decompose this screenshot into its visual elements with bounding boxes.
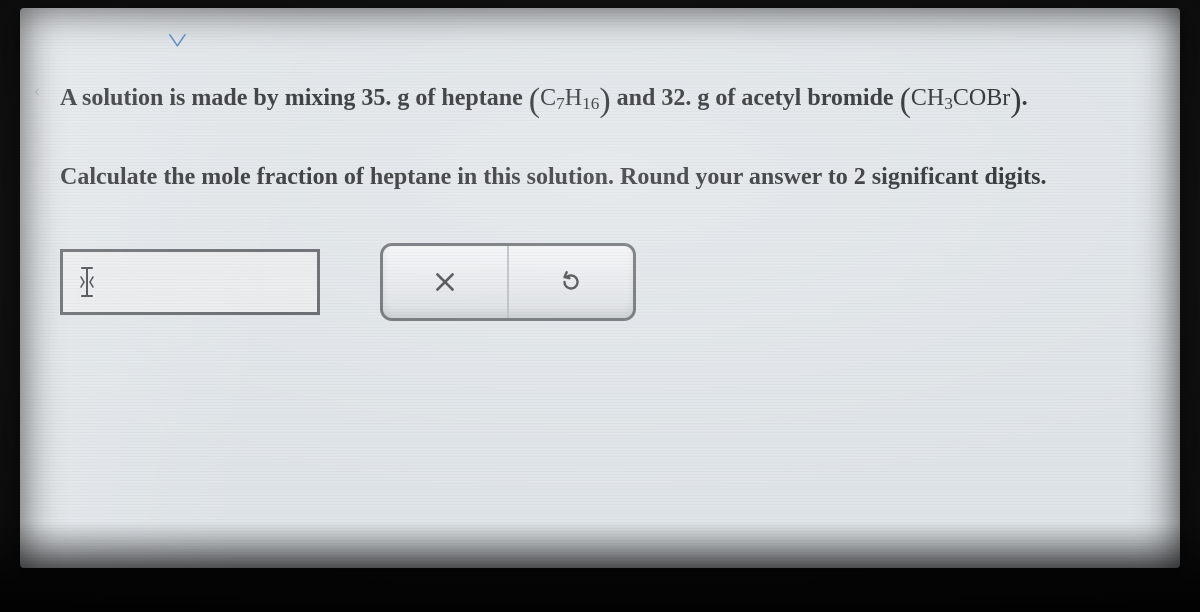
photo-frame: ˅ ‹ A solution is made by mixing 35. g o… [0,0,1200,612]
text: of [409,85,441,111]
mass-2: 32. [661,85,691,111]
sub: 16 [582,94,599,113]
heptane-formula: (C7H16) [529,85,611,111]
button-group [380,243,636,321]
COBr: COBr [953,85,1010,111]
mass-1: 35. [361,85,391,111]
left-paren: ( [529,82,540,119]
x-icon [432,269,458,295]
chem-1-name: heptane [441,85,528,111]
clear-button[interactable] [383,246,507,318]
sub: 3 [944,94,953,113]
question-line-1: A solution is made by mixing 35. g of he… [60,74,1140,128]
right-paren: ) [599,82,610,119]
left-paren: ( [900,82,911,119]
unit: g [391,85,409,111]
right-paren: ) [1010,82,1021,119]
sub: 7 [556,94,565,113]
question-panel: ˅ ‹ A solution is made by mixing 35. g o… [20,8,1180,568]
unit: g [691,85,709,111]
acetyl-bromide-formula: (CH3COBr) [900,85,1022,111]
C: C [540,85,556,111]
question-line-2: Calculate the mole fraction of heptane i… [60,158,1140,196]
CH: CH [911,85,944,111]
text: A solution is made by mixing [60,85,361,111]
chem-2-name: acetyl bromide [741,85,899,111]
reset-button[interactable] [507,246,633,318]
answer-input[interactable] [60,249,320,315]
answer-row [60,243,1140,321]
text: and [611,85,662,111]
text-cursor-icon [77,265,97,299]
chevron-left-icon[interactable]: ‹ [34,80,40,101]
period: . [1022,85,1028,111]
undo-icon [558,269,584,295]
chevron-down-icon[interactable]: ˅ [167,26,188,56]
H: H [565,85,582,111]
text: of [709,85,741,111]
